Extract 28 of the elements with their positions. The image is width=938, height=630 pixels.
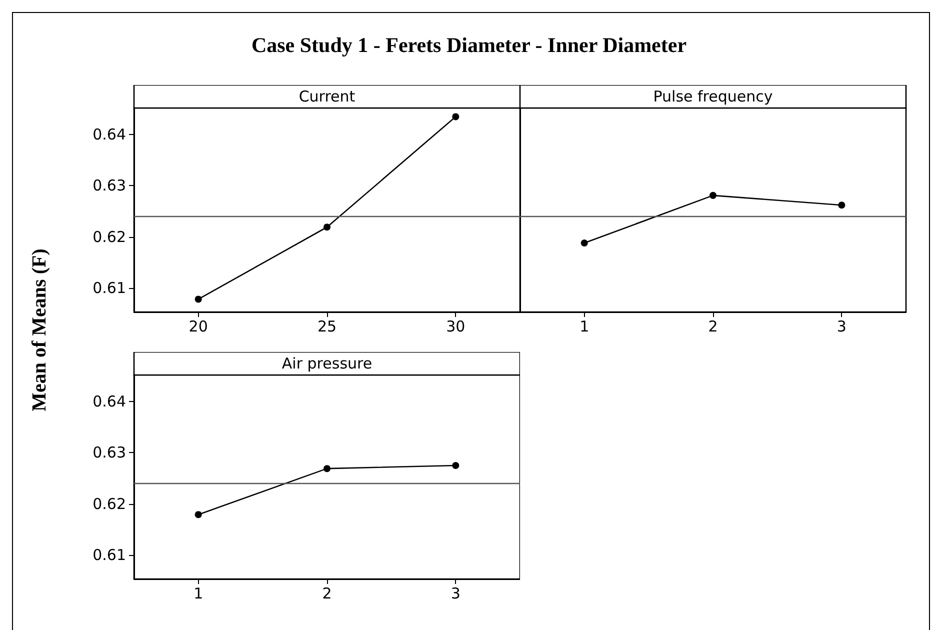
y-tick-label: 0.61 (92, 278, 126, 297)
y-tick-label: 0.64 (92, 392, 126, 411)
y-tick-label: 0.62 (92, 228, 126, 246)
x-tick-label: 30 (446, 318, 466, 336)
y-axis-title: Mean of Means (F) (28, 248, 52, 412)
x-tick-label: 2 (708, 318, 718, 336)
x-tick-label: 1 (194, 584, 204, 602)
point (452, 462, 460, 469)
point (194, 511, 202, 518)
point (452, 113, 460, 120)
point (194, 296, 202, 303)
x-tick-label: 1 (580, 318, 590, 336)
point (324, 465, 330, 472)
y-tick-label: 0.62 (92, 494, 126, 513)
chart-title: Air pressure (282, 354, 372, 372)
x-tick-label: 3 (836, 318, 846, 336)
x-tick-label: 2 (322, 584, 332, 602)
text: Case Study 1 - Ferets Diameter - Inner Diameter (250, 33, 688, 58)
y-tick-label: 0.61 (92, 546, 126, 564)
chart-title: Current (298, 88, 356, 106)
x-tick-label: 3 (450, 584, 460, 602)
point (324, 224, 330, 231)
y-tick-label: 0.63 (92, 176, 126, 195)
chart-title: Pulse frequency (653, 88, 773, 106)
y-tick-label: 0.63 (92, 444, 126, 462)
x-tick-label: 20 (188, 318, 208, 336)
x-tick-label: 25 (317, 318, 337, 336)
y-tick-label: 0.64 (92, 126, 126, 144)
